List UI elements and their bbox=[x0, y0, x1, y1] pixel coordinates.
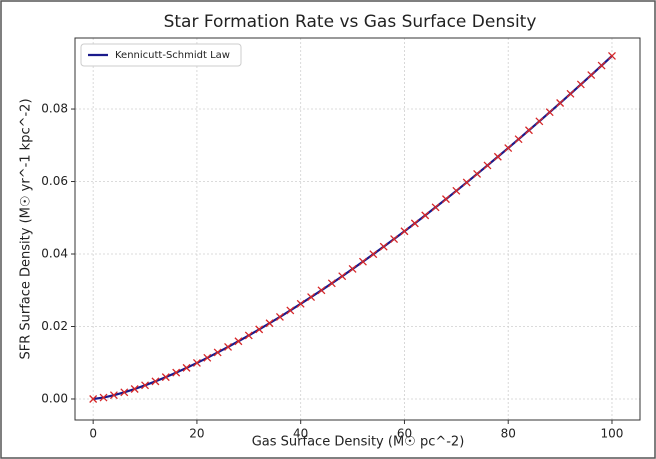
data-marker bbox=[493, 152, 502, 161]
data-marker bbox=[286, 306, 295, 315]
data-marker bbox=[556, 99, 565, 107]
data-marker bbox=[379, 242, 388, 251]
data-marker bbox=[99, 393, 108, 402]
y-tick-label: 0.04 bbox=[41, 247, 68, 261]
data-marker bbox=[172, 368, 181, 377]
x-tick-label: 80 bbox=[501, 427, 516, 441]
data-marker bbox=[141, 381, 150, 390]
data-marker bbox=[244, 331, 253, 340]
data-marker bbox=[535, 117, 544, 126]
data-marker bbox=[597, 61, 606, 70]
data-marker bbox=[410, 219, 419, 228]
data-marker bbox=[452, 186, 461, 195]
data-marker bbox=[504, 144, 513, 152]
data-marker bbox=[348, 264, 357, 273]
data-marker bbox=[275, 312, 284, 321]
data-marker bbox=[203, 353, 212, 362]
data-marker bbox=[587, 71, 596, 80]
y-tick-label: 0.00 bbox=[41, 391, 68, 405]
data-marker bbox=[120, 388, 129, 397]
x-axis-label: Gas Surface Density (M☉ pc^-2) bbox=[252, 435, 465, 450]
data-marker bbox=[514, 135, 523, 144]
data-marker bbox=[317, 286, 326, 295]
data-marker bbox=[255, 325, 264, 334]
data-marker bbox=[400, 227, 409, 236]
data-marker bbox=[130, 385, 139, 393]
data-marker bbox=[151, 377, 160, 386]
y-axis-label: SFR Surface Density (M☉ yr^-1 kpc^-2) bbox=[19, 98, 34, 359]
data-marker bbox=[89, 395, 98, 403]
data-marker bbox=[192, 358, 201, 367]
data-marker bbox=[483, 161, 492, 170]
data-marker bbox=[224, 342, 233, 351]
data-marker bbox=[338, 272, 347, 281]
data-marker bbox=[566, 89, 575, 98]
data-marker bbox=[265, 319, 274, 328]
y-tick-label: 0.06 bbox=[41, 174, 68, 188]
data-marker bbox=[421, 211, 430, 220]
data-marker bbox=[296, 299, 305, 308]
x-tick-label: 0 bbox=[89, 427, 97, 441]
data-marker bbox=[525, 126, 533, 135]
data-marker bbox=[442, 195, 450, 204]
data-marker bbox=[431, 203, 440, 212]
data-marker bbox=[161, 373, 170, 382]
legend-label: Kennicutt-Schmidt Law bbox=[115, 50, 230, 61]
chart-title: Star Formation Rate vs Gas Surface Densi… bbox=[164, 12, 537, 32]
x-tick-label: 60 bbox=[397, 427, 412, 441]
data-marker bbox=[545, 108, 554, 117]
data-marker bbox=[182, 363, 191, 372]
data-marker bbox=[234, 337, 243, 346]
data-marker bbox=[327, 279, 336, 288]
data-marker bbox=[473, 169, 482, 178]
x-tick-label: 20 bbox=[189, 427, 204, 441]
y-tick-label: 0.08 bbox=[41, 102, 68, 116]
y-tick-label: 0.02 bbox=[41, 319, 68, 333]
x-tick-label: 100 bbox=[601, 427, 624, 441]
data-marker bbox=[109, 391, 118, 400]
data-marker bbox=[307, 293, 316, 302]
data-marker bbox=[462, 178, 471, 187]
data-marker bbox=[576, 80, 585, 89]
data-marker bbox=[608, 51, 616, 60]
data-marker bbox=[369, 250, 378, 259]
data-marker bbox=[358, 257, 367, 266]
x-tick-label: 40 bbox=[293, 427, 308, 441]
legend-box bbox=[80, 43, 242, 67]
plot-area bbox=[74, 37, 641, 421]
data-marker bbox=[390, 235, 399, 243]
data-marker bbox=[213, 348, 222, 357]
